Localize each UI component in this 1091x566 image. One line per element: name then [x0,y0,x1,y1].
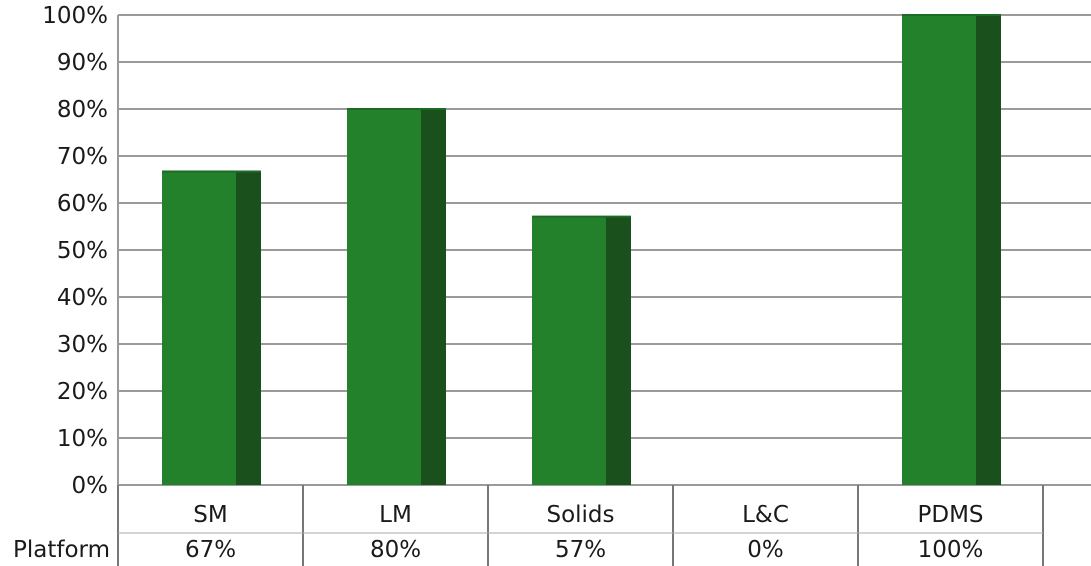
bar [347,108,446,485]
y-tick-label: 70% [57,144,108,170]
bar-side [976,15,1001,485]
bar [162,170,261,485]
bar-front [532,216,606,485]
bar-side [606,216,631,485]
y-tick-label: 0% [72,473,109,499]
bar-side [236,171,261,485]
x-category-label: SM [193,502,227,528]
y-tick-label: 90% [57,50,108,76]
x-category-label: L&C [742,502,789,528]
x-category-label: PDMS [917,502,983,528]
table-value-cell: 57% [555,537,606,563]
y-tick-label: 10% [57,426,108,452]
y-tick-label: 50% [57,238,108,264]
y-tick-label: 40% [57,285,108,311]
bar [902,14,1001,485]
bar-front [162,171,236,485]
table-value-cell: 67% [185,537,236,563]
table-row-label: Platform [13,537,110,563]
x-category-label: LM [379,502,412,528]
bar [532,215,631,485]
table-value-cell: 100% [918,537,984,563]
table-value-cell: 80% [370,537,421,563]
y-tick-label: 60% [57,191,108,217]
bar-front [347,109,421,485]
y-tick-label: 80% [57,97,108,123]
table-value-cell: 0% [747,537,784,563]
x-category-label: Solids [546,502,614,528]
y-tick-label: 20% [57,379,108,405]
bar-side [421,109,446,485]
data-table: SM 67% LM 80% Solids 57% L&C 0% PDMS 100% Platform [13,485,1044,566]
y-tick-label: 100% [42,3,108,29]
bars [162,14,1001,485]
y-axis-ticks: 0% 10% 20% 30% 40% 50% 60% 70% 80% 90% 100% [42,3,108,499]
y-tick-label: 30% [57,332,108,358]
bar-front [902,15,976,485]
